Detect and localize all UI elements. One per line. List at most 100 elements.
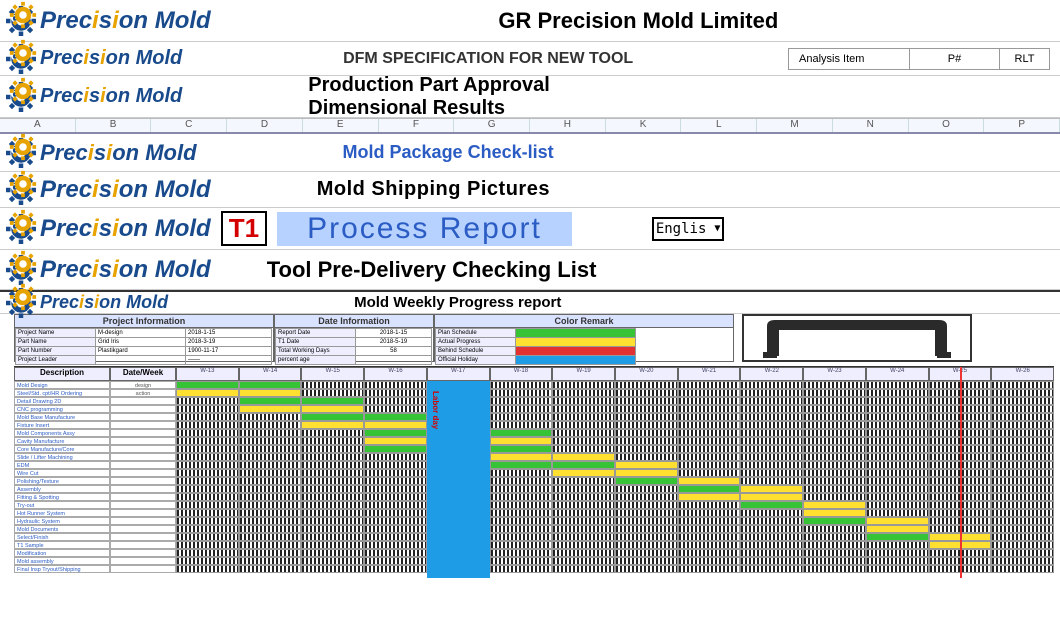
gantt-cell bbox=[678, 541, 741, 549]
gantt-cell bbox=[803, 469, 866, 477]
gantt-cell bbox=[615, 469, 678, 477]
gantt-task-date bbox=[110, 453, 176, 461]
gantt-task-date bbox=[110, 549, 176, 557]
small-gear-icon bbox=[8, 208, 38, 245]
gantt-cell bbox=[239, 381, 302, 389]
gantt-cell bbox=[364, 501, 427, 509]
gantt-cell bbox=[176, 389, 239, 397]
company-title: GR Precision Mold Limited bbox=[217, 8, 1060, 34]
gantt-cell bbox=[301, 445, 364, 453]
header-checklist: GR Precision Mold Mold Package Check-lis… bbox=[0, 134, 1060, 172]
gantt-cell bbox=[678, 525, 741, 533]
today-line bbox=[960, 367, 962, 578]
gantt-cell bbox=[803, 525, 866, 533]
col-letter: F bbox=[379, 119, 455, 132]
language-select[interactable]: Englis ▼ bbox=[652, 217, 725, 241]
gantt-cell bbox=[803, 501, 866, 509]
gantt-cell bbox=[176, 517, 239, 525]
gantt-task-name: Polishing/Texture bbox=[14, 477, 110, 485]
gantt-week: W-21 bbox=[678, 367, 741, 381]
gantt-cell bbox=[239, 509, 302, 517]
gantt-task-name: Fixture Insert bbox=[14, 421, 110, 429]
gantt-cell bbox=[364, 437, 427, 445]
gantt-cell bbox=[803, 493, 866, 501]
gantt-cell bbox=[740, 413, 803, 421]
gantt-row: Assembly bbox=[14, 485, 1054, 493]
gantt-cell bbox=[803, 389, 866, 397]
gantt-cell bbox=[364, 405, 427, 413]
gantt-cell bbox=[866, 405, 929, 413]
gantt-cell bbox=[678, 557, 741, 565]
col-letter: C bbox=[151, 119, 227, 132]
gantt-cell bbox=[866, 437, 929, 445]
header-ppap: GR Precision Mold Production Part Approv… bbox=[0, 76, 1060, 118]
gantt-cell bbox=[740, 389, 803, 397]
gantt-cell bbox=[678, 469, 741, 477]
gantt-cell bbox=[866, 421, 929, 429]
gantt-cell bbox=[239, 517, 302, 525]
gantt-cell bbox=[803, 437, 866, 445]
gantt-cell bbox=[301, 381, 364, 389]
gantt-cell bbox=[615, 565, 678, 573]
gantt-task-date bbox=[110, 429, 176, 437]
gantt-cell bbox=[991, 525, 1054, 533]
gantt-task-date bbox=[110, 557, 176, 565]
color-remark-header: Color Remark bbox=[435, 315, 733, 328]
gantt-cell bbox=[678, 477, 741, 485]
gantt-task-name: Mold Components Assy bbox=[14, 429, 110, 437]
gantt-task-date bbox=[110, 525, 176, 533]
gantt-row: Fitting & Spotting bbox=[14, 493, 1054, 501]
gantt-cell bbox=[803, 381, 866, 389]
box-analysis: Analysis Item bbox=[789, 49, 909, 69]
gantt-cell bbox=[176, 541, 239, 549]
gantt-week: W-15 bbox=[301, 367, 364, 381]
gantt-cell bbox=[490, 445, 553, 453]
gantt-cell bbox=[490, 437, 553, 445]
small-gear-icon bbox=[8, 169, 38, 206]
gantt-week: W-16 bbox=[364, 367, 427, 381]
gantt-cell bbox=[490, 517, 553, 525]
gantt-task-date bbox=[110, 541, 176, 549]
gantt-cell bbox=[552, 501, 615, 509]
gantt-task-date bbox=[110, 397, 176, 405]
gantt-week: W-14 bbox=[239, 367, 302, 381]
gantt-row: Fixture Insert bbox=[14, 421, 1054, 429]
gantt-cell bbox=[490, 541, 553, 549]
gantt-cell bbox=[176, 533, 239, 541]
gantt-cell bbox=[615, 509, 678, 517]
gantt-cell bbox=[552, 485, 615, 493]
gantt-cell bbox=[991, 381, 1054, 389]
info-tables: Project Information Project NameM-design… bbox=[14, 314, 1060, 362]
gantt-cell bbox=[615, 517, 678, 525]
gear-icon: GR bbox=[6, 82, 36, 112]
header-weekly: GR Precision Mold Mold Weekly Progress r… bbox=[0, 290, 1060, 314]
gantt-cell bbox=[803, 405, 866, 413]
gantt-cell bbox=[615, 381, 678, 389]
gantt-cell bbox=[678, 405, 741, 413]
gantt-cell bbox=[552, 469, 615, 477]
gantt-cell bbox=[678, 501, 741, 509]
gantt-cell bbox=[301, 541, 364, 549]
gantt-cell bbox=[615, 429, 678, 437]
gantt-cell bbox=[803, 549, 866, 557]
gantt-task-date: design bbox=[110, 381, 176, 389]
gantt-cell bbox=[740, 525, 803, 533]
gantt-cell bbox=[239, 557, 302, 565]
small-gear-icon bbox=[8, 0, 38, 37]
gantt-task-name: Select/Finish bbox=[14, 533, 110, 541]
col-letter: B bbox=[76, 119, 152, 132]
gantt-cell bbox=[615, 541, 678, 549]
gantt-cell bbox=[552, 509, 615, 517]
gantt-cell bbox=[239, 421, 302, 429]
col-letter: E bbox=[303, 119, 379, 132]
gantt-cell bbox=[176, 477, 239, 485]
gantt-cell bbox=[740, 509, 803, 517]
gantt-cell bbox=[239, 389, 302, 397]
box-p: P# bbox=[909, 49, 999, 69]
gantt-task-name: Slide / Lifter Machining bbox=[14, 453, 110, 461]
gantt-cell bbox=[176, 429, 239, 437]
gantt-row: Final Insp Tryout/Shipping bbox=[14, 565, 1054, 573]
gantt-cell bbox=[991, 493, 1054, 501]
gantt-cell bbox=[740, 405, 803, 413]
gantt-cell bbox=[866, 517, 929, 525]
